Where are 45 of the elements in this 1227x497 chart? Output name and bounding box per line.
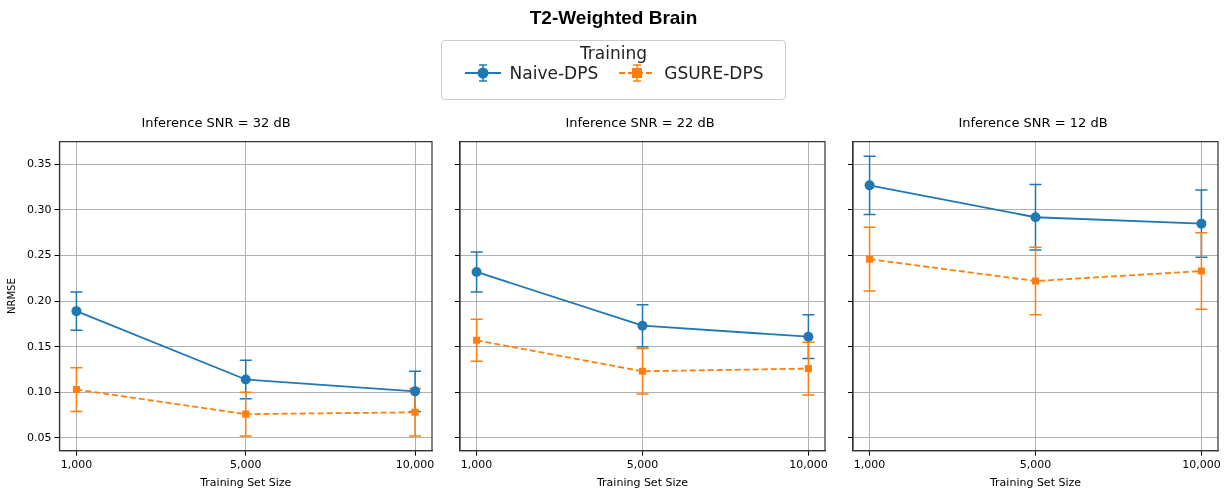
point xyxy=(803,331,814,342)
y-tick-label: 0.20 xyxy=(26,293,52,307)
point xyxy=(864,180,875,191)
point xyxy=(1196,218,1207,229)
point xyxy=(1030,212,1041,223)
x-tick-label: 10,000 xyxy=(1182,458,1221,472)
point xyxy=(1197,267,1205,275)
point xyxy=(411,408,419,416)
point xyxy=(804,365,812,373)
chart-title: Inference SNR = 32 dB xyxy=(141,115,291,131)
x-tick-label: 1,000 xyxy=(60,458,93,472)
legend-label: Naive-DPS xyxy=(509,63,599,83)
point xyxy=(242,410,250,418)
point xyxy=(473,336,481,344)
legend-title: Training xyxy=(578,43,649,63)
text: T2-Weighted Brain xyxy=(528,6,699,30)
x-tick-label: 10,000 xyxy=(789,458,828,472)
x-tick-label: 5,000 xyxy=(1019,458,1052,472)
x-tick-label: 5,000 xyxy=(626,458,659,472)
point xyxy=(72,385,80,394)
x-tick-label: 5,000 xyxy=(230,458,262,472)
point xyxy=(638,367,647,375)
point xyxy=(866,255,874,263)
point xyxy=(410,386,421,397)
point xyxy=(1031,277,1040,285)
point xyxy=(71,306,82,317)
point xyxy=(637,320,648,331)
x-axis-title: Training Set Size xyxy=(199,476,292,490)
x-tick-label: 1,000 xyxy=(460,458,493,472)
point xyxy=(240,374,251,385)
y-tick-label: 0.30 xyxy=(26,202,52,216)
x-axis-title: Training Set Size xyxy=(595,476,689,490)
chart-title: Inference SNR = 22 dB xyxy=(565,115,715,131)
y-axis-title: NRMSE xyxy=(5,278,17,314)
chart-title: Inference SNR = 12 dB xyxy=(958,115,1108,131)
y-tick-label: 0.15 xyxy=(26,339,52,353)
x-tick-label: 10,000 xyxy=(395,458,435,472)
point xyxy=(471,266,482,277)
x-tick-label: 1,000 xyxy=(853,458,886,472)
y-tick-label: 0.25 xyxy=(26,248,52,262)
x-axis-title: Training Set Size xyxy=(988,476,1082,490)
legend-label: GSURE-DPS xyxy=(664,63,764,83)
y-tick-label: 0.05 xyxy=(26,430,52,444)
y-tick-label: 0.10 xyxy=(26,385,52,399)
y-tick-label: 0.35 xyxy=(26,157,52,171)
